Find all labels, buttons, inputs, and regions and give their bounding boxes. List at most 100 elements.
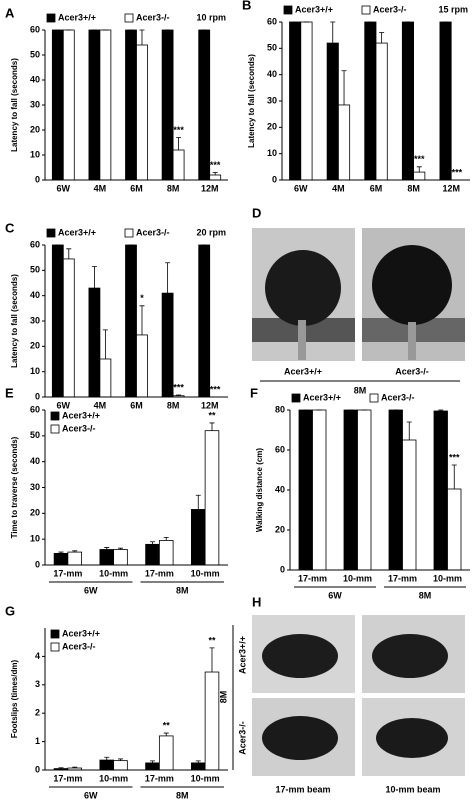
error-bar bbox=[209, 647, 215, 673]
genotype-label: Acer3+/+ bbox=[237, 636, 247, 674]
x-tick-label: 12M bbox=[442, 183, 460, 193]
x-tick-label: 10-mm bbox=[191, 568, 220, 578]
mouse bbox=[376, 718, 448, 758]
x-tick-label: 10-mm bbox=[99, 773, 128, 783]
y-tick-label: 60 bbox=[30, 24, 40, 34]
bar-chart: E Time to traverse (seconds) 0 10 20 30 40 50 60… bbox=[5, 385, 228, 595]
error-bar bbox=[58, 767, 64, 769]
bar bbox=[99, 549, 115, 566]
bar bbox=[343, 409, 358, 571]
legend-swatch bbox=[283, 5, 293, 15]
y-tick-label: 10 bbox=[30, 149, 40, 159]
y-tick-label: 50 bbox=[30, 49, 40, 59]
error-bar bbox=[176, 394, 182, 396]
y-tick-label: 10 bbox=[30, 534, 40, 544]
bar bbox=[388, 409, 403, 571]
y-tick-label: 60 bbox=[30, 404, 40, 414]
significance: * bbox=[140, 293, 144, 303]
bar bbox=[413, 171, 426, 181]
bar bbox=[113, 760, 128, 771]
error-bar bbox=[330, 21, 336, 44]
y-tick-label: 40 bbox=[30, 456, 40, 466]
bar bbox=[158, 735, 174, 771]
bar-chart: A 10 rpm Latency to fall (seconds) 0 10 20 30 4… bbox=[5, 5, 228, 193]
significance: *** bbox=[210, 160, 221, 170]
x-tick-label: 6W bbox=[294, 183, 308, 193]
y-tick-label: 2 bbox=[35, 708, 40, 718]
error-bar bbox=[102, 329, 108, 359]
axes bbox=[289, 410, 470, 571]
legend-swatch bbox=[46, 228, 56, 238]
bar bbox=[198, 244, 211, 398]
bar bbox=[209, 174, 222, 181]
genotype-label: Acer3+/+ bbox=[284, 366, 322, 376]
bar bbox=[204, 671, 220, 771]
bar bbox=[447, 488, 462, 571]
bar bbox=[99, 29, 112, 181]
x-tick-label: 8M bbox=[407, 183, 420, 193]
y-tick-label: 40 bbox=[30, 74, 40, 84]
mouse bbox=[265, 250, 341, 326]
panel-letter: F bbox=[250, 385, 258, 400]
panel-letter: A bbox=[5, 5, 15, 20]
genotype-label: Acer3-/- bbox=[395, 366, 429, 376]
bar bbox=[337, 104, 351, 181]
bar bbox=[190, 762, 206, 771]
bar bbox=[99, 358, 112, 398]
x-tick-label: 6M bbox=[130, 400, 143, 410]
x-tick-label: 17-mm bbox=[53, 568, 82, 578]
y-tick-label: 0 bbox=[35, 559, 40, 569]
group-label: 6W bbox=[84, 585, 98, 595]
genotype-label: Acer3-/- bbox=[237, 721, 247, 755]
legend-label: Acer3-/- bbox=[62, 423, 96, 433]
error-bar bbox=[176, 137, 182, 150]
bar-chart: C 20 rpm Latency to fall (seconds) 0 10 20 30 4… bbox=[5, 220, 228, 410]
error-bar bbox=[163, 536, 169, 541]
bar bbox=[88, 29, 101, 181]
error-bar bbox=[117, 758, 123, 761]
axes bbox=[44, 410, 228, 566]
bar bbox=[145, 762, 160, 771]
error-bar bbox=[72, 766, 78, 769]
bar bbox=[136, 44, 148, 181]
bar bbox=[88, 287, 101, 398]
y-axis-label: Time to traverse (seconds) bbox=[10, 436, 19, 538]
x-tick-label: 4M bbox=[94, 183, 107, 193]
bar bbox=[298, 409, 313, 571]
mouse bbox=[262, 716, 338, 760]
panel-letter: D bbox=[252, 205, 261, 220]
x-tick-label: 17-mm bbox=[298, 573, 327, 583]
y-tick-label: 30 bbox=[30, 482, 40, 492]
error-bar bbox=[209, 422, 215, 431]
y-tick-label: 20 bbox=[30, 508, 40, 518]
x-tick-label: 10-mm bbox=[343, 573, 372, 583]
y-tick-label: 20 bbox=[30, 124, 40, 134]
error-bar bbox=[451, 464, 457, 489]
legend-swatch bbox=[361, 5, 371, 15]
y-tick-label: 4 bbox=[35, 651, 40, 661]
legend-swatch bbox=[124, 13, 134, 23]
y-tick-label: 3 bbox=[35, 679, 40, 689]
bar bbox=[125, 244, 137, 398]
y-tick-label: 30 bbox=[267, 95, 277, 105]
legend-label: Acer3+/+ bbox=[295, 4, 333, 14]
y-tick-label: 30 bbox=[30, 315, 40, 325]
y-axis-label: Footslips (times/dm) bbox=[10, 660, 19, 739]
x-tick-label: 6M bbox=[130, 183, 143, 193]
legend-label: Acer3-/- bbox=[62, 641, 96, 651]
legend-label: Acer3+/+ bbox=[58, 12, 96, 22]
y-tick-label: 0 bbox=[35, 764, 40, 774]
bar bbox=[136, 334, 148, 398]
y-tick-label: 1 bbox=[35, 736, 40, 746]
y-tick-label: 10 bbox=[267, 148, 277, 158]
legend-swatch bbox=[50, 424, 60, 434]
legend-swatch bbox=[50, 411, 60, 421]
tail bbox=[408, 322, 416, 360]
beam-label: 17-mm beam bbox=[275, 784, 330, 794]
y-tick-label: 40 bbox=[30, 290, 40, 300]
significance: *** bbox=[173, 382, 184, 392]
bar bbox=[172, 149, 185, 181]
tail bbox=[298, 320, 306, 360]
y-tick-label: 50 bbox=[267, 43, 277, 53]
error-bar bbox=[139, 305, 145, 335]
